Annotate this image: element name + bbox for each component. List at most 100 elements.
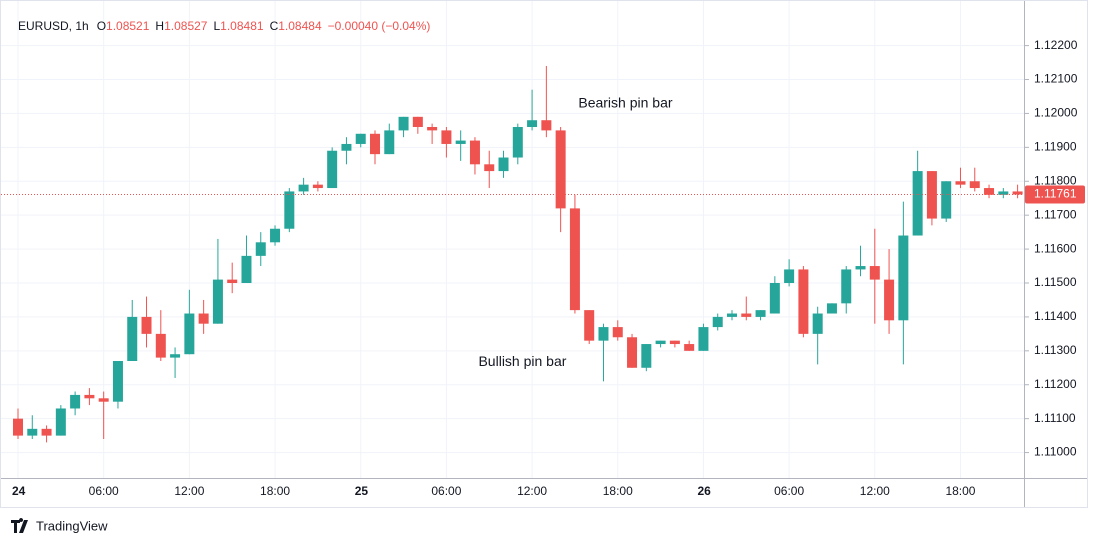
y-tick-label: 1.12200 bbox=[1034, 38, 1078, 52]
candle-body bbox=[984, 188, 995, 195]
candle-body bbox=[270, 228, 281, 243]
candle-body bbox=[641, 344, 652, 368]
field-label: H bbox=[155, 19, 164, 33]
x-tick-label: 24 bbox=[12, 484, 26, 498]
candle-body bbox=[298, 184, 309, 192]
field-label: C bbox=[270, 19, 279, 33]
candle-body bbox=[512, 127, 523, 158]
candle-body bbox=[969, 181, 980, 189]
candle-body bbox=[255, 242, 266, 256]
change: −0.00040 (−0.04%) bbox=[328, 19, 431, 33]
x-tick-label: 18:00 bbox=[603, 484, 633, 498]
grid-layer bbox=[1, 1, 1024, 478]
y-tick-label: 1.11400 bbox=[1034, 309, 1077, 323]
candle-body bbox=[141, 316, 152, 334]
candle-body bbox=[569, 208, 580, 311]
candle-body bbox=[812, 313, 823, 334]
y-tick-label: 1.11800 bbox=[1034, 173, 1077, 187]
watermark-text: TradingView bbox=[36, 518, 108, 533]
candle-body bbox=[498, 157, 509, 172]
candle-body bbox=[355, 133, 366, 144]
candle-body bbox=[469, 140, 480, 165]
y-tick-label: 1.11500 bbox=[1034, 275, 1077, 289]
x-tick-label: 12:00 bbox=[860, 484, 890, 498]
candle-body bbox=[584, 310, 595, 341]
y-tick-label: 1.11200 bbox=[1034, 377, 1077, 391]
candle-body bbox=[241, 255, 252, 283]
candle-body bbox=[13, 418, 23, 436]
field-value: 1.08484 bbox=[278, 19, 322, 33]
candle-body bbox=[627, 337, 638, 368]
annotation: Bullish pin bar bbox=[478, 353, 566, 369]
chart-frame bbox=[0, 0, 1088, 508]
logo-icon bbox=[11, 518, 28, 533]
legend-header: EURUSD, 1h O1.08521 H1.08527 L1.08481 C1.084… bbox=[18, 19, 430, 33]
candle-body bbox=[484, 164, 495, 172]
candle-body bbox=[341, 143, 352, 151]
candles bbox=[1, 65, 1024, 443]
candle-body bbox=[27, 428, 38, 436]
candle-body bbox=[227, 279, 238, 283]
candle-body bbox=[527, 120, 538, 127]
candle-body bbox=[84, 394, 95, 399]
candle-body bbox=[412, 116, 423, 127]
candle-body bbox=[655, 340, 666, 345]
candle-body bbox=[698, 327, 709, 351]
symbol: EURUSD, 1h bbox=[18, 19, 89, 33]
y-tick-label: 1.11600 bbox=[1034, 241, 1077, 255]
candle-body bbox=[455, 140, 466, 144]
x-tick-label: 06:00 bbox=[89, 484, 119, 498]
candle-body bbox=[941, 181, 952, 219]
labels: 1.11000 1.11100 1.11200 1.11300 1.11400 1.115… bbox=[12, 38, 1085, 498]
x-tick-label: 26 bbox=[697, 484, 711, 498]
x-tick-label: 06:00 bbox=[431, 484, 461, 498]
x-tick-label: 25 bbox=[355, 484, 369, 498]
y-tick-label: 1.11900 bbox=[1034, 140, 1077, 154]
candle-body bbox=[212, 279, 223, 324]
last-price-label: 1.11761 bbox=[1034, 187, 1077, 201]
candle-body bbox=[755, 310, 766, 317]
candle-body bbox=[112, 361, 123, 402]
field-value: 1.08481 bbox=[220, 19, 264, 33]
candle-body bbox=[184, 313, 195, 355]
candle-body bbox=[98, 398, 109, 402]
candle-body bbox=[312, 184, 323, 189]
y-tick-label: 1.12000 bbox=[1034, 106, 1078, 120]
candle-body bbox=[384, 130, 395, 155]
candle-body bbox=[170, 354, 181, 358]
candle-body bbox=[398, 116, 409, 131]
candle-body bbox=[198, 313, 209, 324]
candle-body bbox=[669, 340, 680, 345]
candle-body bbox=[441, 130, 452, 144]
candle-body bbox=[127, 316, 138, 361]
candle-body bbox=[727, 313, 737, 317]
field-label: O bbox=[97, 19, 106, 33]
x-tick-label: 18:00 bbox=[945, 484, 975, 498]
candle-body bbox=[684, 344, 695, 351]
candle-body bbox=[327, 150, 338, 189]
candle-body bbox=[427, 127, 438, 131]
candle-body bbox=[898, 235, 909, 321]
candle-body bbox=[869, 266, 880, 280]
y-tick-label: 1.12100 bbox=[1034, 72, 1078, 86]
candle-body bbox=[784, 269, 795, 283]
candle-body bbox=[1012, 191, 1023, 195]
candle-body bbox=[555, 130, 566, 209]
candle-body bbox=[598, 327, 609, 341]
x-tick-label: 18:00 bbox=[260, 484, 290, 498]
candle-body bbox=[798, 269, 809, 334]
x-tick-label: 12:00 bbox=[174, 484, 204, 498]
candle-body bbox=[612, 327, 623, 338]
field-value: 1.08527 bbox=[164, 19, 208, 33]
candle-body bbox=[912, 171, 923, 236]
y-tick-label: 1.11700 bbox=[1034, 207, 1077, 221]
candle-body bbox=[284, 191, 295, 229]
candle-body bbox=[884, 279, 895, 321]
candle-body bbox=[826, 303, 837, 314]
annotation: Bearish pin bar bbox=[578, 95, 673, 111]
candle-body bbox=[855, 266, 866, 270]
y-tick-label: 1.11000 bbox=[1034, 445, 1077, 459]
candle-body bbox=[998, 191, 1009, 195]
y-tick-label: 1.11300 bbox=[1034, 343, 1077, 357]
